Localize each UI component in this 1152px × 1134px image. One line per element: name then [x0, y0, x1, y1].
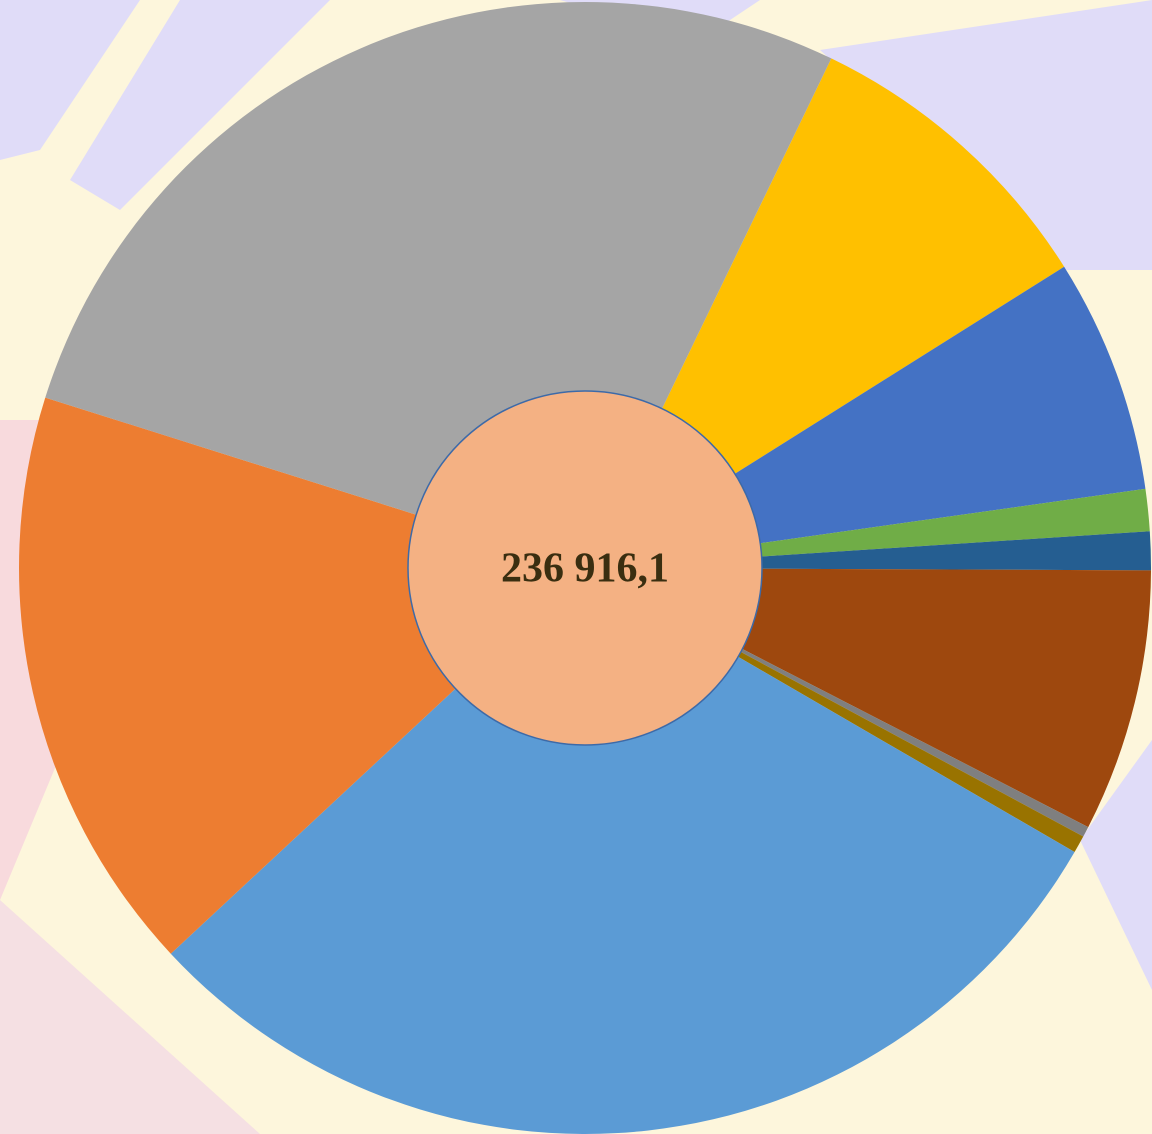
center-label: 236 916,1	[501, 546, 669, 592]
chart: 236 916,1	[0, 0, 1152, 1134]
